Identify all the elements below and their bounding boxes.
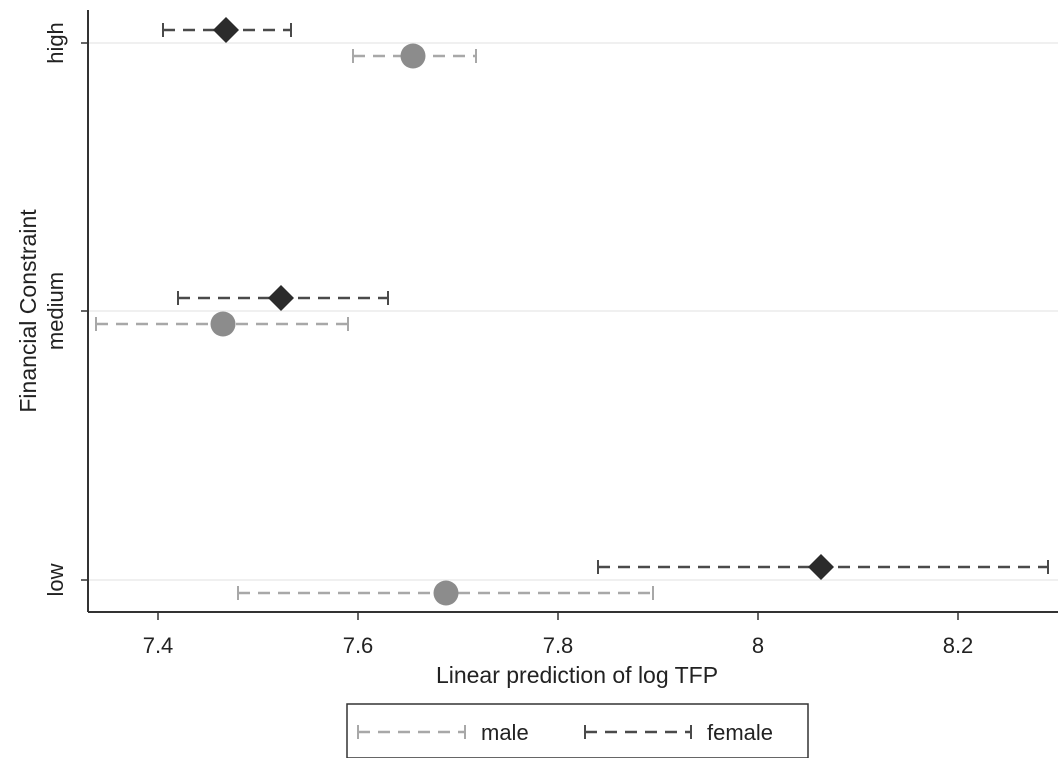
point-male-medium <box>210 311 236 337</box>
x-axis-ticks: 7.4 7.6 7.8 8 8.2 <box>143 612 974 658</box>
y-tick-label: low <box>43 563 68 596</box>
y-tick-label: medium <box>43 272 68 350</box>
point-female-low <box>808 554 834 580</box>
point-female-high <box>213 17 239 43</box>
point-female-medium <box>268 285 294 311</box>
point-male-low <box>433 580 459 606</box>
gridlines <box>88 42 1058 581</box>
x-tick-label: 7.4 <box>143 633 174 658</box>
y-axis-ticks: high medium low <box>43 22 88 597</box>
legend-item-female: female <box>584 720 773 745</box>
y-axis-title: Financial Constraint <box>15 209 41 413</box>
series-male <box>95 43 654 606</box>
y-tick-label: high <box>43 22 68 64</box>
x-tick-label: 8.2 <box>943 633 974 658</box>
x-axis-title: Linear prediction of log TFP <box>436 662 718 688</box>
legend-label-female: female <box>707 720 773 745</box>
x-tick-label: 8 <box>752 633 764 658</box>
series-female <box>162 17 1049 580</box>
legend-item-male: male <box>357 720 529 745</box>
x-tick-label: 7.6 <box>343 633 374 658</box>
legend: male female <box>346 703 809 758</box>
point-male-high <box>400 43 426 69</box>
x-tick-label: 7.8 <box>543 633 574 658</box>
legend-label-male: male <box>481 720 529 745</box>
plot-series <box>95 17 1049 606</box>
